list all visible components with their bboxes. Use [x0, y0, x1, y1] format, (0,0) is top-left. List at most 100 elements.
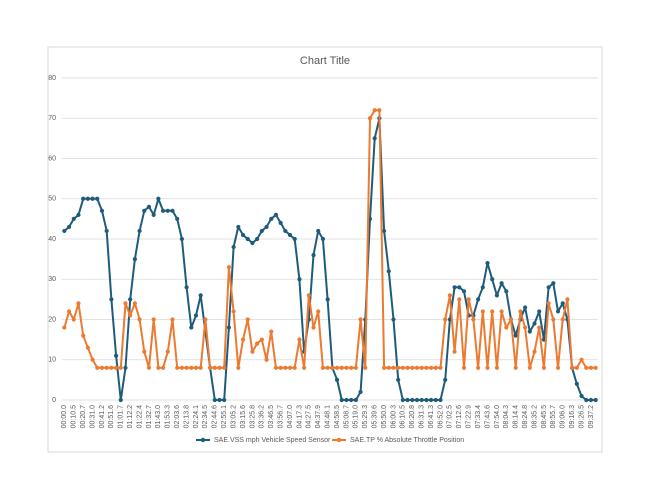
data-point: [428, 365, 434, 370]
data-point: [433, 365, 438, 370]
data-point: [565, 297, 570, 302]
data-point: [71, 216, 76, 221]
data-point: [160, 208, 166, 213]
data-point: [316, 228, 321, 234]
data-point: [372, 136, 377, 141]
data-point: [132, 301, 137, 306]
data-point: [485, 261, 490, 266]
data-point: [81, 196, 86, 201]
legend-label: SAE.TP % Absolute Throttle Position: [350, 437, 464, 444]
legend-item: SAE.VSS mph Vehicle Speed Sensor: [196, 437, 331, 444]
data-point: [292, 365, 297, 370]
data-point: [62, 228, 67, 234]
data-point: [396, 365, 401, 370]
data-point: [593, 397, 598, 403]
data-point: [593, 365, 598, 370]
data-point: [527, 329, 532, 334]
data-point: [339, 397, 344, 403]
data-point: [349, 365, 354, 370]
x-tick-label: 06:52.0: [437, 405, 444, 428]
data-point: [490, 309, 495, 314]
data-point: [499, 309, 504, 314]
x-tick-label: 00:51.6: [108, 405, 115, 428]
data-point: [212, 365, 217, 370]
x-tick-label: 00:00.0: [61, 405, 68, 428]
chart-border: [47, 46, 603, 453]
data-point: [443, 317, 448, 322]
data-point: [132, 257, 137, 262]
data-point: [113, 353, 119, 358]
data-point: [518, 309, 523, 314]
x-tick-label: 08:55.7: [550, 405, 557, 428]
data-point: [146, 365, 152, 370]
data-point: [269, 329, 274, 334]
data-point: [532, 321, 537, 326]
data-point: [316, 309, 321, 314]
x-tick-label: 03:56.7: [277, 405, 284, 428]
data-point: [480, 309, 485, 314]
data-point: [118, 397, 123, 403]
data-point: [151, 212, 156, 217]
data-point: [264, 357, 269, 362]
data-point: [273, 365, 279, 370]
data-point: [66, 309, 72, 314]
legend-marker: [200, 437, 206, 443]
data-point: [76, 212, 81, 217]
data-point: [156, 365, 161, 370]
data-point: [217, 365, 222, 370]
data-point: [353, 365, 358, 370]
data-point: [555, 309, 561, 314]
data-point: [109, 365, 114, 370]
data-point: [334, 377, 340, 382]
x-tick-label: 08:24.8: [522, 405, 529, 428]
x-tick-label: 05:08.7: [343, 405, 350, 428]
data-point: [287, 232, 293, 238]
x-tick-label: 08:04.3: [503, 405, 510, 428]
data-point: [255, 236, 260, 242]
data-point: [222, 365, 227, 370]
data-point: [584, 365, 589, 370]
data-point: [320, 365, 326, 370]
data-point: [104, 365, 109, 370]
x-tick-label: 03:36.2: [259, 405, 266, 428]
x-tick-label: 01:12.2: [127, 405, 134, 428]
data-point: [118, 365, 123, 370]
data-point: [137, 228, 142, 234]
data-point: [363, 365, 368, 370]
data-point: [95, 196, 100, 201]
data-point: [250, 349, 255, 354]
data-point: [278, 365, 283, 370]
x-tick-label: 02:13.8: [183, 405, 190, 428]
data-point: [570, 365, 575, 370]
data-point: [447, 293, 452, 298]
data-point: [278, 220, 283, 225]
x-tick-label: 00:31.0: [89, 405, 96, 428]
data-point: [175, 365, 180, 370]
x-tick-label: 04:48.1: [324, 405, 331, 428]
x-tick-label: 01:32.7: [146, 405, 153, 428]
data-point: [283, 365, 288, 370]
data-point: [494, 365, 500, 370]
data-point: [372, 108, 377, 113]
data-point: [99, 208, 105, 213]
data-point: [198, 365, 203, 370]
data-point: [226, 265, 232, 270]
data-point: [560, 317, 565, 322]
x-tick-label: 07:22.9: [466, 405, 473, 428]
x-tick-label: 02:24.1: [193, 405, 200, 428]
y-tick-label: 40: [48, 236, 56, 243]
data-point: [236, 365, 241, 370]
data-point: [588, 365, 594, 370]
x-tick-label: 06:00.3: [390, 405, 397, 428]
y-tick-label: 0: [52, 397, 56, 404]
data-point: [203, 317, 208, 322]
data-point: [179, 236, 184, 242]
data-point: [476, 365, 481, 370]
data-point: [405, 365, 410, 370]
x-tick-label: 02:34.5: [202, 405, 209, 428]
data-point: [334, 365, 340, 370]
x-tick-label: 01:22.4: [136, 405, 143, 428]
data-point: [381, 228, 387, 234]
x-tick-label: 00:10.5: [71, 405, 78, 428]
